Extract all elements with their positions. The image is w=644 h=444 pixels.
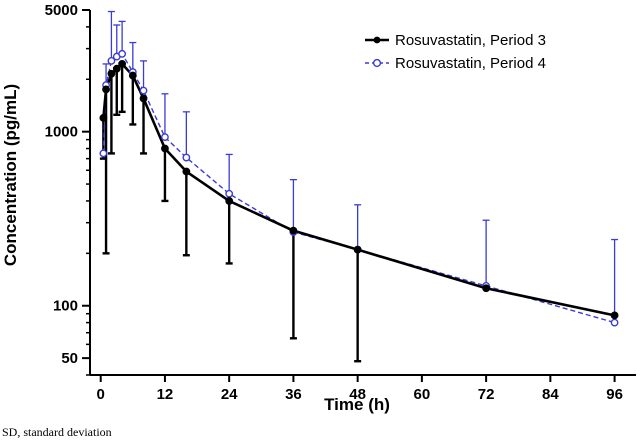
data-point <box>112 64 121 73</box>
x-tick-label: 72 <box>478 386 495 403</box>
data-point <box>139 94 148 103</box>
x-tick-label: 60 <box>414 386 431 403</box>
data-point <box>99 113 108 122</box>
x-tick-label: 48 <box>349 386 366 403</box>
y-tick-label: 1000 <box>45 124 78 141</box>
legend-marker <box>372 58 382 68</box>
data-point <box>482 284 491 293</box>
legend: Rosuvastatin, Period 3 Rosuvastatin, Peri… <box>365 32 546 72</box>
data-point <box>107 57 116 65</box>
legend-marker <box>373 36 381 44</box>
data-point <box>610 311 619 320</box>
data-point <box>128 71 137 80</box>
data-point <box>102 85 110 94</box>
data-point <box>225 197 234 205</box>
legend-label: Rosuvastatin, Period 4 <box>395 55 546 72</box>
data-point <box>118 60 127 68</box>
series-line <box>102 62 615 317</box>
data-point <box>118 49 127 58</box>
axes: 0 12 24 36 48 60 72 84 96 50 100 1000 5000 <box>45 2 636 403</box>
data-point <box>225 189 234 198</box>
data-point <box>161 144 169 153</box>
data-point <box>161 133 169 142</box>
y-axis-title: Concentration (pg/mL) <box>1 84 20 266</box>
x-tick-label: 0 <box>97 386 105 403</box>
data-point <box>610 318 619 327</box>
x-tick-label: 84 <box>542 386 559 403</box>
x-tick-label: 36 <box>285 386 302 403</box>
data-point <box>289 226 298 235</box>
data-point <box>99 149 108 158</box>
y-tick-label: 5000 <box>45 2 78 19</box>
x-tick-label: 12 <box>157 386 174 403</box>
x-axis-title: Time (h) <box>324 395 390 414</box>
data-point <box>139 86 148 95</box>
legend-label: Rosuvastatin, Period 3 <box>395 32 546 49</box>
footnote: SD, standard deviation <box>2 425 112 439</box>
series-line <box>102 53 615 324</box>
y-tick-label: 100 <box>53 298 78 315</box>
x-tick-label: 96 <box>606 386 623 403</box>
data-point <box>107 69 116 78</box>
data-point <box>182 153 191 162</box>
data-point <box>182 167 191 176</box>
x-tick-label: 24 <box>221 386 238 403</box>
y-tick-label: 50 <box>61 350 78 367</box>
data-point <box>353 245 362 254</box>
